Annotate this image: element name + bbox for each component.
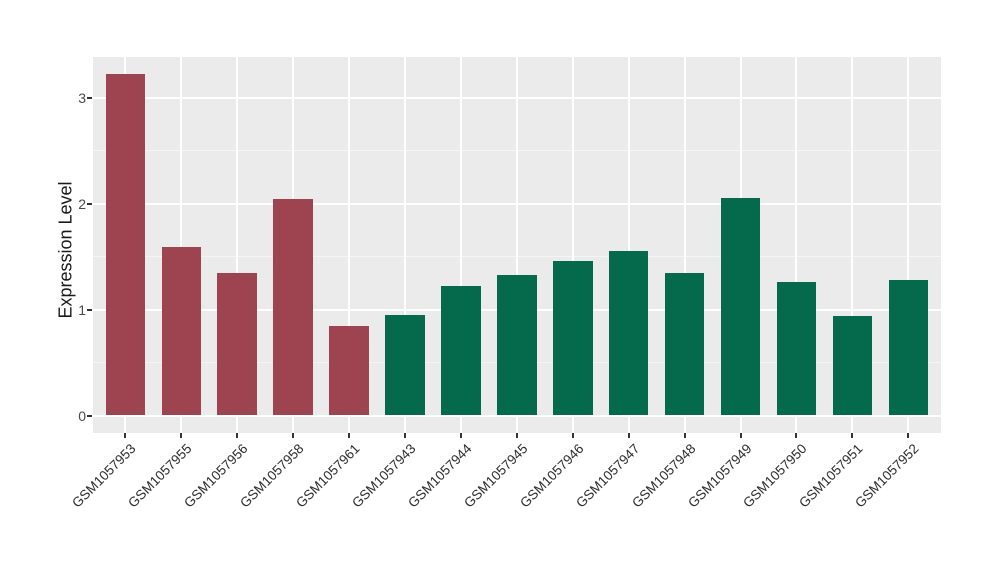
bar-GSM1057961 xyxy=(329,326,369,416)
gridline-v-major xyxy=(515,57,518,433)
gridline-v-major xyxy=(459,57,462,433)
x-tick-mark xyxy=(404,433,406,438)
bar-GSM1057946 xyxy=(553,260,593,416)
y-tick-label: 0 xyxy=(78,407,86,424)
x-tick-mark xyxy=(124,433,127,438)
plot-panel xyxy=(93,57,941,433)
bar-GSM1057955 xyxy=(161,246,202,416)
y-tick-mark xyxy=(87,202,92,205)
gridline-v-major xyxy=(907,57,910,433)
gridline-v-major xyxy=(348,57,351,433)
x-tick-mark xyxy=(795,433,798,438)
x-tick-mark xyxy=(292,433,295,438)
x-tick-mark xyxy=(571,433,574,438)
gridline-v-major xyxy=(851,57,854,433)
x-tick-mark xyxy=(683,433,686,438)
bar-GSM1057945 xyxy=(497,274,537,416)
x-tick-mark xyxy=(180,433,183,438)
bar-GSM1057943 xyxy=(385,314,425,416)
x-tick-mark xyxy=(348,433,351,438)
gridline-v-major xyxy=(236,57,239,433)
bar-GSM1057953 xyxy=(105,74,146,416)
x-tick-mark xyxy=(739,433,742,438)
gridline-v-major xyxy=(180,57,183,433)
gridline-v-major xyxy=(627,57,630,433)
x-tick-mark xyxy=(907,433,910,438)
bar-GSM1057956 xyxy=(217,273,257,416)
gridline-v-major xyxy=(571,57,574,433)
bar-GSM1057952 xyxy=(888,279,929,416)
x-tick-mark xyxy=(515,433,518,438)
bar-GSM1057944 xyxy=(441,286,481,416)
bar-GSM1057948 xyxy=(664,273,705,416)
x-tick-mark xyxy=(627,433,630,438)
x-tick-mark xyxy=(459,433,462,438)
y-tick-mark xyxy=(87,96,92,99)
bar-GSM1057949 xyxy=(720,198,761,416)
gridline-v-major xyxy=(683,57,686,433)
x-tick-mark xyxy=(851,433,854,438)
y-tick-mark xyxy=(87,308,92,311)
bar-GSM1057950 xyxy=(776,281,817,416)
gridline-v-major xyxy=(795,57,798,433)
y-tick-label: 3 xyxy=(78,89,86,106)
y-tick-label: 1 xyxy=(78,301,86,318)
y-tick-label: 2 xyxy=(78,195,86,212)
gridline-v-major xyxy=(404,57,406,433)
bar-GSM1057958 xyxy=(273,199,313,416)
bar-GSM1057947 xyxy=(608,251,649,416)
bar-GSM1057951 xyxy=(832,315,873,416)
y-tick-mark xyxy=(87,414,92,417)
x-tick-mark xyxy=(236,433,239,438)
